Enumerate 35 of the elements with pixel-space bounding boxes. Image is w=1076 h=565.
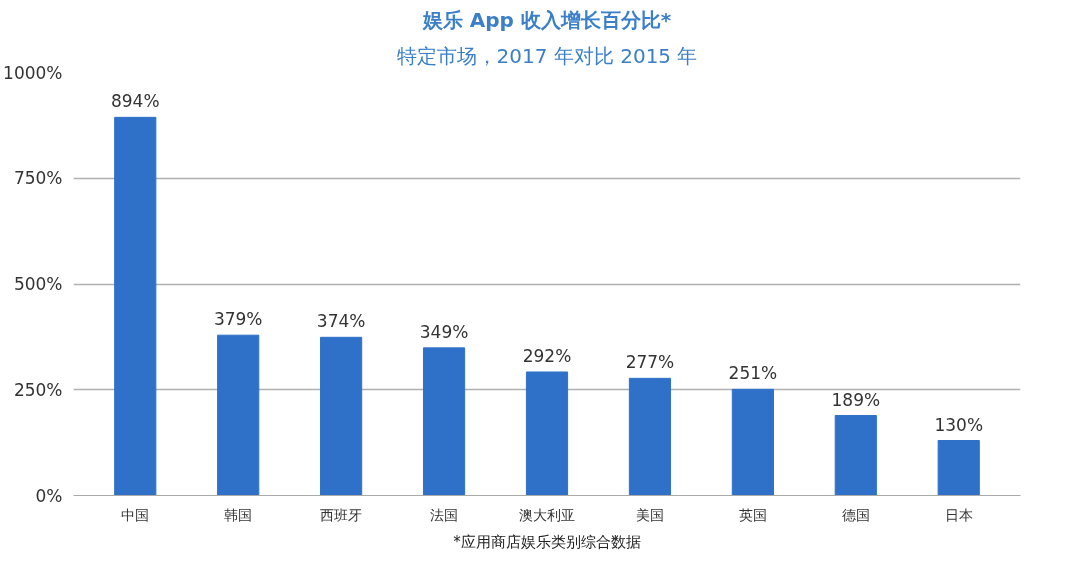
text: *应用商店娱乐类别综合数据 <box>453 532 641 551</box>
bar <box>628 377 672 496</box>
data-label: 292% <box>522 345 572 366</box>
x-tick-label: 澳大利亚 <box>519 506 575 523</box>
y-tick-label: 1000% <box>3 62 63 83</box>
y-tick-label: 0% <box>35 485 63 506</box>
x-tick-label: 韩国 <box>224 506 253 523</box>
bar <box>320 336 363 496</box>
data-label: 374% <box>316 311 366 332</box>
bar <box>731 388 774 496</box>
data-label: 894% <box>110 91 160 112</box>
data-label: 130% <box>934 414 984 435</box>
bar <box>114 116 157 496</box>
x-tick-label: 法国 <box>430 506 459 523</box>
bar <box>422 347 466 496</box>
chart-title: 娱乐 App 收入增长百分比* <box>421 7 672 32</box>
bar <box>525 371 569 496</box>
x-tick-label: 美国 <box>635 506 664 523</box>
x-tick-label: 日本 <box>944 506 973 523</box>
y-tick-label: 750% <box>13 168 63 189</box>
bar <box>834 415 877 496</box>
data-label: 277% <box>625 352 675 373</box>
data-label: 189% <box>831 389 881 410</box>
chart-subtitle: 特定市场，2017 年对比 2015 年 <box>396 43 698 68</box>
bar <box>217 334 260 496</box>
x-tick-label: 中国 <box>121 506 150 523</box>
data-label: 251% <box>728 363 778 384</box>
x-tick-label: 德国 <box>841 506 870 523</box>
y-tick-label: 500% <box>13 274 63 294</box>
x-tick-label: 西班牙 <box>320 506 363 523</box>
y-tick-label: 250% <box>13 379 63 400</box>
bar <box>937 440 980 496</box>
x-tick-label: 英国 <box>738 506 767 523</box>
data-label: 349% <box>419 321 469 342</box>
data-label: 379% <box>213 309 263 330</box>
